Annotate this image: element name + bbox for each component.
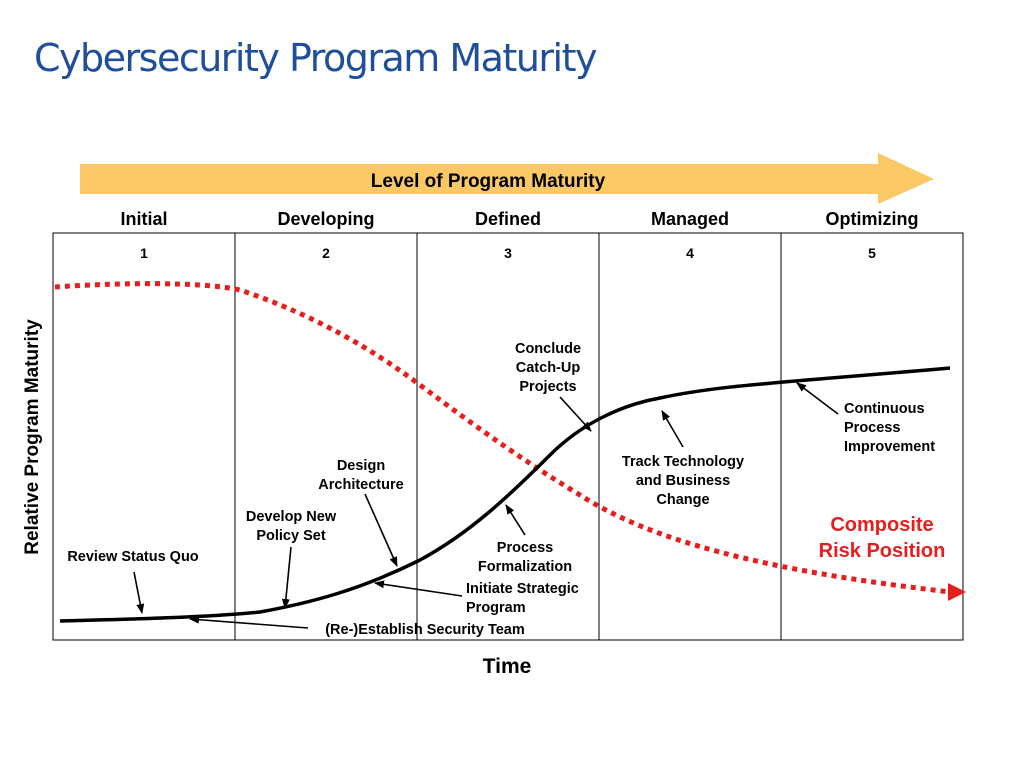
risk-position-label: Composite Risk Position xyxy=(819,514,946,562)
pointer-track-technology xyxy=(661,410,684,448)
milestone-continuous-improvement-line3: Improvement xyxy=(844,439,935,455)
pointer-review-status-quo xyxy=(133,571,145,614)
pointer-design-architecture xyxy=(364,493,398,567)
banner-arrow-shape xyxy=(80,153,934,204)
pointer-conclude-catchup xyxy=(559,396,592,432)
pointer-develop-policy xyxy=(281,546,292,609)
stage-number-2: 2 xyxy=(322,245,330,261)
risk-label-line2: Risk Position xyxy=(819,540,946,562)
pointer-initiate-program xyxy=(374,580,463,597)
milestone-continuous-improvement-line2: Process xyxy=(844,420,900,436)
milestone-develop-policy-line2: Policy Set xyxy=(256,528,325,544)
maturity-curve xyxy=(59,366,951,623)
milestone-process-formalization-line2: Formalization xyxy=(478,559,572,575)
milestone-conclude-catchup-line1: Conclude xyxy=(515,341,581,357)
x-axis-label: Time xyxy=(483,655,532,678)
grid-frame xyxy=(52,232,964,641)
stage-headers: Initial Developing Defined Managed Optim… xyxy=(120,209,918,229)
risk-label-line1: Composite xyxy=(830,514,933,536)
risk-arrowhead xyxy=(948,583,966,601)
milestone-process-formalization-line1: Process xyxy=(497,540,553,556)
stage-optimizing-label: Optimizing xyxy=(826,209,919,229)
milestone-initiate-program-line2: Program xyxy=(466,600,526,616)
stage-number-3: 3 xyxy=(504,245,512,261)
stage-number-1: 1 xyxy=(140,245,148,261)
stage-developing-label: Developing xyxy=(277,209,374,229)
milestone-track-technology-line2: and Business xyxy=(636,473,730,489)
milestone-conclude-catchup-line2: Catch-Up xyxy=(516,360,581,376)
milestone-design-architecture-line1: Design xyxy=(337,458,385,474)
stage-initial-label: Initial xyxy=(120,209,167,229)
stage-defined-label: Defined xyxy=(475,209,541,229)
pointer-reestablish-team xyxy=(189,615,309,629)
milestone-track-technology-line1: Track Technology xyxy=(622,454,744,470)
milestone-conclude-catchup-line3: Projects xyxy=(519,379,576,395)
milestone-develop-policy-line1: Develop New xyxy=(246,509,337,525)
stage-managed-label: Managed xyxy=(651,209,729,229)
stage-number-4: 4 xyxy=(686,245,694,261)
milestone-design-architecture-line2: Architecture xyxy=(318,477,403,493)
milestone-review-status-quo: Review Status Quo xyxy=(67,549,198,565)
pointer-arrows xyxy=(133,382,839,629)
milestone-continuous-improvement-line1: Continuous xyxy=(844,401,925,417)
pointer-process-formalization xyxy=(505,504,526,536)
milestone-reestablish-team: (Re-)Establish Security Team xyxy=(325,622,525,638)
stage-numbers: 1 2 3 4 5 xyxy=(140,245,876,261)
stage-grid xyxy=(52,232,964,641)
milestone-initiate-program-line1: Initiate Strategic xyxy=(466,581,579,597)
stage-number-5: 5 xyxy=(868,245,876,261)
y-axis-label: Relative Program Maturity xyxy=(22,319,43,555)
milestone-track-technology-line3: Change xyxy=(656,492,709,508)
banner-label: Level of Program Maturity xyxy=(371,171,606,192)
milestone-labels: Review Status Quo Develop New Policy Set… xyxy=(67,341,935,638)
risk-curve xyxy=(54,281,951,595)
pointer-continuous-improvement xyxy=(796,382,839,415)
page-title: Cybersecurity Program Maturity xyxy=(34,36,597,80)
maturity-banner: Level of Program Maturity xyxy=(80,153,934,204)
